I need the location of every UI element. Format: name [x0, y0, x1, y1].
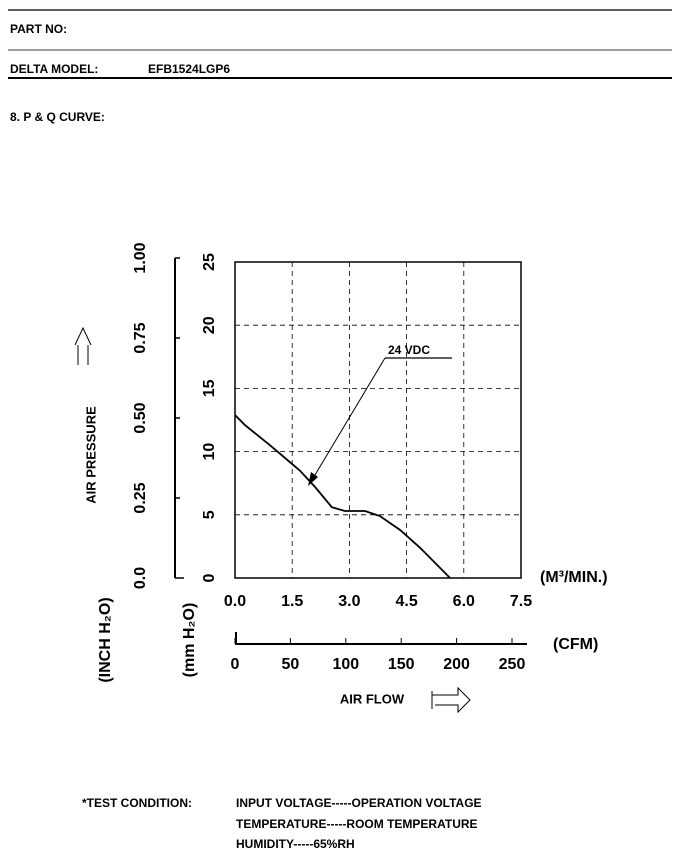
- y-tick-label: 15: [201, 379, 218, 397]
- x-tick-label: 3.0: [338, 593, 360, 610]
- y-tick-label: 0: [201, 573, 218, 582]
- x-tick-label: 0.0: [224, 593, 246, 610]
- test-condition-line: TEMPERATURE-----ROOM TEMPERATURE: [236, 817, 478, 831]
- right-arrow: [431, 686, 471, 714]
- pointer: [311, 357, 386, 481]
- y-unit: (mm H₂O): [181, 603, 198, 678]
- part-no-label: PART NO:: [10, 22, 67, 36]
- y2-tick-label: 0.50: [132, 402, 149, 433]
- plot-frame: [234, 261, 522, 579]
- y-tick-label: 25: [201, 253, 218, 271]
- model: EFB1524LGP6: [148, 62, 230, 76]
- curve-label: 24 VDC: [388, 343, 430, 357]
- pointer-head: [308, 472, 318, 486]
- x2-tick-label: 250: [499, 656, 526, 673]
- x2-tick-label: 200: [443, 656, 470, 673]
- x-unit: (M³/MIN.): [540, 569, 608, 586]
- y-axis-label: AIR PRESSURE: [83, 406, 98, 504]
- up-arrow: [74, 326, 92, 365]
- x-tick-label: 7.5: [510, 593, 532, 610]
- model-label: DELTA MODEL:: [10, 62, 98, 76]
- y2-unit: (INCH H₂O): [97, 597, 114, 682]
- test-condition-line: INPUT VOLTAGE-----OPERATION VOLTAGE: [236, 796, 482, 810]
- y2-tick-label: 1.00: [132, 242, 149, 273]
- x2-unit: (CFM): [553, 636, 598, 653]
- x-axis-label: AIR FLOW: [340, 691, 405, 706]
- section-title: 8. P & Q CURVE:: [10, 110, 105, 124]
- curve: [234, 414, 451, 579]
- x2-tick-label: 0: [231, 656, 240, 673]
- test-condition-label: *TEST CONDITION:: [82, 796, 192, 810]
- x-tick-label: 4.5: [395, 593, 417, 610]
- x2-tick-label: 150: [388, 656, 415, 673]
- x-tick-label: 1.5: [281, 593, 303, 610]
- x-tick-label: 6.0: [453, 593, 475, 610]
- y-tick-label: 20: [201, 316, 218, 334]
- x2-tick-label: 50: [282, 656, 300, 673]
- y2-tick-label: 0.25: [132, 482, 149, 513]
- y-tick-label: 5: [201, 510, 218, 519]
- x2-tick-label: 100: [332, 656, 359, 673]
- y2-tick-label: 0.0: [132, 567, 149, 589]
- y2-tick-label: 0.75: [132, 322, 149, 353]
- y-tick-label: 10: [201, 443, 218, 461]
- test-condition-line: HUMIDITY-----65%RH: [236, 837, 355, 851]
